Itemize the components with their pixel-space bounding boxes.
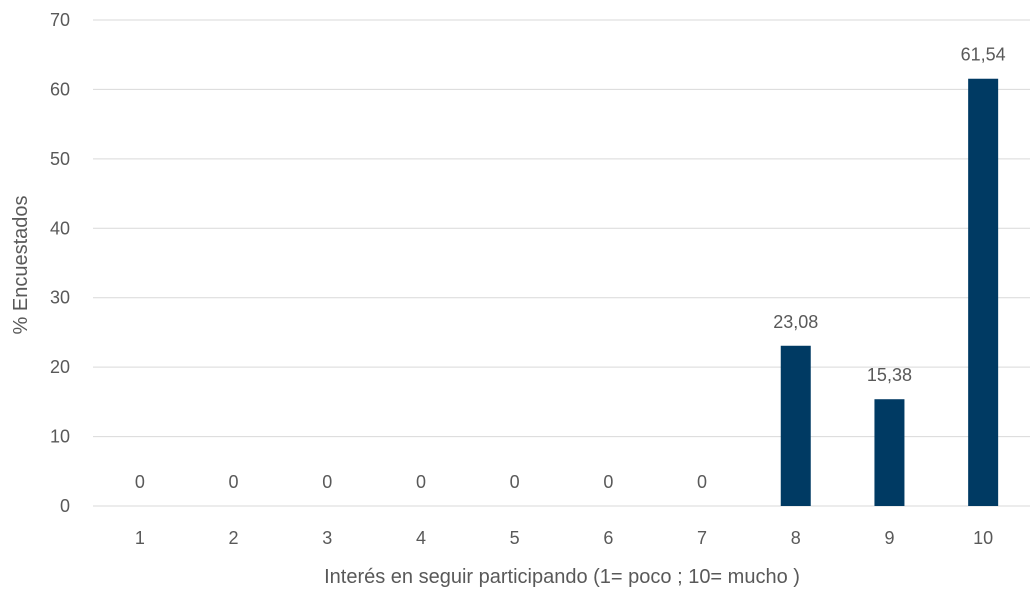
y-axis-ticks: 0 10 20 30 40 50 60 70 xyxy=(50,10,70,516)
x-tick-label: 4 xyxy=(416,528,426,548)
data-label: 0 xyxy=(229,472,239,492)
x-tick-label: 6 xyxy=(603,528,613,548)
x-tick-label: 3 xyxy=(322,528,332,548)
data-label: 0 xyxy=(322,472,332,492)
bar xyxy=(968,78,999,506)
bar xyxy=(780,345,811,506)
data-label: 61,54 xyxy=(961,45,1006,65)
data-labels: 0 0 0 0 0 0 0 23,08 15,38 61,54 xyxy=(135,45,1006,492)
x-axis-ticks: 1 2 3 4 5 6 7 8 9 10 xyxy=(135,528,993,548)
y-tick-label: 0 xyxy=(60,496,70,516)
data-label: 0 xyxy=(603,472,613,492)
x-tick-label: 5 xyxy=(510,528,520,548)
y-tick-label: 40 xyxy=(50,218,70,238)
y-tick-label: 70 xyxy=(50,10,70,30)
x-tick-label: 8 xyxy=(791,528,801,548)
gridlines xyxy=(93,19,1030,507)
data-label: 0 xyxy=(697,472,707,492)
x-tick-label: 7 xyxy=(697,528,707,548)
x-tick-label: 9 xyxy=(884,528,894,548)
y-axis-title: % Encuestados xyxy=(10,196,32,335)
x-tick-label: 2 xyxy=(229,528,239,548)
bars xyxy=(780,78,999,506)
y-tick-label: 10 xyxy=(50,427,70,447)
data-label: 0 xyxy=(416,472,426,492)
x-axis-title: Interés en seguir participando (1= poco … xyxy=(324,566,800,588)
x-tick-label: 10 xyxy=(973,528,993,548)
y-tick-label: 50 xyxy=(50,149,70,169)
y-tick-label: 30 xyxy=(50,288,70,308)
y-tick-label: 20 xyxy=(50,357,70,377)
y-tick-label: 60 xyxy=(50,79,70,99)
data-label: 15,38 xyxy=(867,365,912,385)
data-label: 0 xyxy=(135,472,145,492)
bar xyxy=(874,399,905,506)
x-tick-label: 1 xyxy=(135,528,145,548)
data-label: 23,08 xyxy=(773,312,818,332)
data-label: 0 xyxy=(510,472,520,492)
